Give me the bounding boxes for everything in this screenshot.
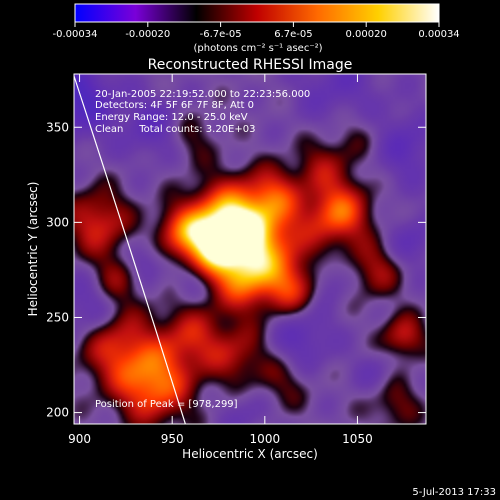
colorbar-ticks: -0.00034 -0.00020 -6.7e-05 6.7e-05 0.00020 0.… — [53, 22, 460, 40]
colorbar-units-label: (photons cm⁻² s⁻¹ asec⁻²) — [193, 43, 322, 54]
observation-info: 20-Jan-2005 22:19:52.000 to 22:23:56.000… — [95, 89, 310, 135]
plot-title: Reconstructed RHESSI Image — [148, 57, 353, 73]
x-tick-label: 950 — [161, 432, 184, 446]
image-plot-area: 900 950 1000 1050 200 250 300 350 20-Jan-2005 … — [46, 73, 427, 446]
colorbar-tick-label: -0.00020 — [125, 29, 170, 40]
footer-timestamp: 5-Jul-2013 17:33 — [412, 487, 496, 498]
x-axis-label: Heliocentric X (arcsec) — [182, 447, 318, 461]
colorbar-tick-label: 0.00020 — [346, 29, 387, 40]
colorbar-gradient — [74, 3, 440, 23]
y-tick-label: 250 — [46, 310, 69, 324]
y-axis-ticks: 200 250 300 350 — [46, 120, 426, 420]
colorbar: -0.00034 -0.00020 -6.7e-05 6.7e-05 0.00020 0.… — [53, 3, 460, 54]
y-tick-label: 300 — [46, 215, 69, 229]
reconstructed-image-heatmap — [74, 74, 426, 424]
x-axis-ticks: 900 950 1000 1050 — [68, 74, 373, 446]
colorbar-tick-label: -0.00034 — [53, 29, 98, 40]
colorbar-tick-label: 0.00034 — [418, 29, 459, 40]
info-energy-range: Energy Range: 12.0 - 25.0 keV — [95, 112, 248, 123]
colorbar-tick-label: -6.7e-05 — [200, 29, 242, 40]
info-clean-counts: Clean Total counts: 3.20E+03 — [95, 124, 255, 135]
info-time-range: 20-Jan-2005 22:19:52.000 to 22:23:56.000 — [95, 89, 310, 100]
y-tick-label: 200 — [46, 406, 69, 420]
x-tick-label: 900 — [68, 432, 91, 446]
plot-frame — [73, 73, 427, 425]
x-tick-label: 1050 — [342, 432, 373, 446]
x-tick-label: 1000 — [250, 432, 281, 446]
colorbar-tick-label: 6.7e-05 — [274, 29, 312, 40]
solar-limb-line — [74, 75, 187, 424]
y-tick-label: 350 — [46, 120, 69, 134]
info-detectors: Detectors: 4F 5F 6F 7F 8F, Att 0 — [95, 100, 254, 111]
peak-position-label: Position of Peak = [978,299] — [95, 399, 238, 410]
y-axis-label: Heliocentric Y (arcsec) — [26, 182, 40, 317]
